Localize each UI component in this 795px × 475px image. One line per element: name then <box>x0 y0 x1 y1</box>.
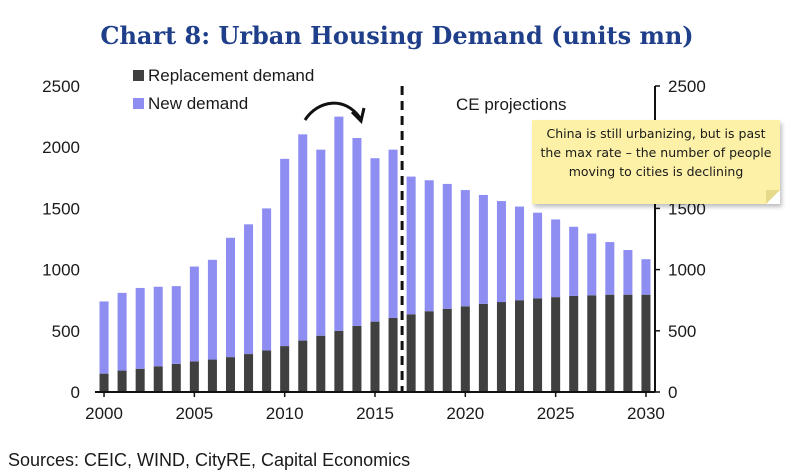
chart-title: Chart 8: Urban Housing Demand (units mn) <box>100 21 693 50</box>
bar-replacement-2011 <box>298 340 308 392</box>
bar-replacement-2026 <box>569 295 579 392</box>
bar-new-2008 <box>244 224 254 355</box>
bar-new-2014 <box>352 138 362 326</box>
bar-new-2017 <box>406 176 416 315</box>
y-tick-right-2500: 2500 <box>668 77 706 96</box>
note-fold-corner <box>766 190 780 204</box>
bar-new-2016 <box>388 149 398 318</box>
bar-replacement-2025 <box>551 297 561 392</box>
bar-replacement-2007 <box>225 357 235 392</box>
bar-new-2027 <box>587 233 597 296</box>
bar-new-2007 <box>225 237 235 358</box>
bar-new-2024 <box>533 212 543 299</box>
legend-swatch-replacement <box>133 70 144 81</box>
bar-new-2002 <box>135 287 145 369</box>
bar-replacement-2027 <box>587 295 597 392</box>
bar-new-2021 <box>478 194 488 304</box>
bar-new-2030 <box>641 259 651 295</box>
x-tick-2025: 2025 <box>537 404 575 423</box>
bar-replacement-2004 <box>171 363 181 392</box>
bar-new-2022 <box>496 201 506 303</box>
y-tick-right-1500: 1500 <box>668 199 706 218</box>
bars-group <box>99 116 651 392</box>
bar-replacement-2030 <box>641 294 651 392</box>
bar-new-2013 <box>334 116 344 331</box>
y-tick-left-500: 500 <box>52 322 80 341</box>
peak-arrowhead-icon <box>350 107 366 124</box>
bar-replacement-2012 <box>316 335 326 392</box>
bar-new-2018 <box>424 180 434 312</box>
bar-replacement-2003 <box>153 366 163 392</box>
x-tick-2010: 2010 <box>266 404 304 423</box>
y-tick-left-2500: 2500 <box>42 77 80 96</box>
left-y-axis: 0 500 1000 1500 2000 2500 <box>42 77 80 402</box>
y-tick-left-1000: 1000 <box>42 261 80 280</box>
bar-new-2023 <box>515 206 525 301</box>
bar-replacement-2017 <box>406 314 416 392</box>
bar-replacement-2018 <box>424 311 434 392</box>
bar-new-2020 <box>460 190 470 307</box>
bar-replacement-2008 <box>244 354 254 392</box>
y-tick-right-1000: 1000 <box>668 261 706 280</box>
bar-new-2026 <box>569 226 579 296</box>
bar-new-2005 <box>189 266 199 362</box>
x-tick-2015: 2015 <box>356 404 394 423</box>
bar-replacement-2010 <box>280 346 290 392</box>
bar-replacement-2024 <box>533 298 543 392</box>
bar-new-2012 <box>316 149 326 336</box>
bar-new-2028 <box>605 242 615 295</box>
y-tick-left-0: 0 <box>71 383 80 402</box>
bar-new-2001 <box>117 292 127 371</box>
bar-new-2009 <box>262 208 272 351</box>
peak-arrow-icon <box>303 101 362 121</box>
bar-replacement-2001 <box>117 370 127 392</box>
bar-new-2029 <box>623 250 633 295</box>
x-tick-2020: 2020 <box>446 404 484 423</box>
bar-replacement-2013 <box>334 330 344 392</box>
bar-replacement-2009 <box>262 350 272 392</box>
bar-replacement-2005 <box>189 361 199 392</box>
bar-new-2011 <box>298 134 308 341</box>
bar-replacement-2014 <box>352 325 362 392</box>
y-tick-right-0: 0 <box>668 383 677 402</box>
bar-replacement-2006 <box>207 359 217 392</box>
x-tick-2005: 2005 <box>175 404 213 423</box>
legend-label-replacement: Replacement demand <box>148 66 314 85</box>
bar-replacement-2022 <box>496 302 506 392</box>
bar-replacement-2016 <box>388 317 398 392</box>
legend-label-new: New demand <box>148 94 248 113</box>
bar-replacement-2002 <box>135 368 145 392</box>
bar-new-2006 <box>207 259 217 360</box>
x-axis: 2000 2005 2010 2015 2020 2025 2030 <box>85 391 665 423</box>
projection-label: CE projections <box>456 95 567 114</box>
bar-new-2003 <box>153 286 163 367</box>
annotation-text: China is still urbanizing, but is past t… <box>540 126 772 179</box>
bar-replacement-2029 <box>623 294 633 392</box>
bar-replacement-2021 <box>478 303 488 392</box>
bar-replacement-2000 <box>99 373 109 392</box>
bar-replacement-2015 <box>370 321 380 392</box>
bar-new-2019 <box>442 183 452 309</box>
y-tick-right-500: 500 <box>668 322 696 341</box>
bar-new-2010 <box>280 158 290 347</box>
legend-swatch-new <box>133 98 144 109</box>
legend: Replacement demand New demand <box>133 66 314 113</box>
annotation-note: China is still urbanizing, but is past t… <box>532 120 780 204</box>
bar-new-2004 <box>171 286 181 364</box>
bar-replacement-2028 <box>605 294 615 392</box>
bar-replacement-2020 <box>460 306 470 392</box>
bar-replacement-2019 <box>442 308 452 392</box>
source-note: Sources: CEIC, WIND, CityRE, Capital Eco… <box>8 450 410 470</box>
x-tick-2000: 2000 <box>85 404 123 423</box>
x-tick-2030: 2030 <box>627 404 665 423</box>
bar-new-2025 <box>551 219 561 298</box>
bar-new-2015 <box>370 158 380 322</box>
y-tick-left-1500: 1500 <box>42 199 80 218</box>
bar-new-2000 <box>99 301 109 374</box>
y-tick-left-2000: 2000 <box>42 138 80 157</box>
bar-replacement-2023 <box>515 300 525 392</box>
